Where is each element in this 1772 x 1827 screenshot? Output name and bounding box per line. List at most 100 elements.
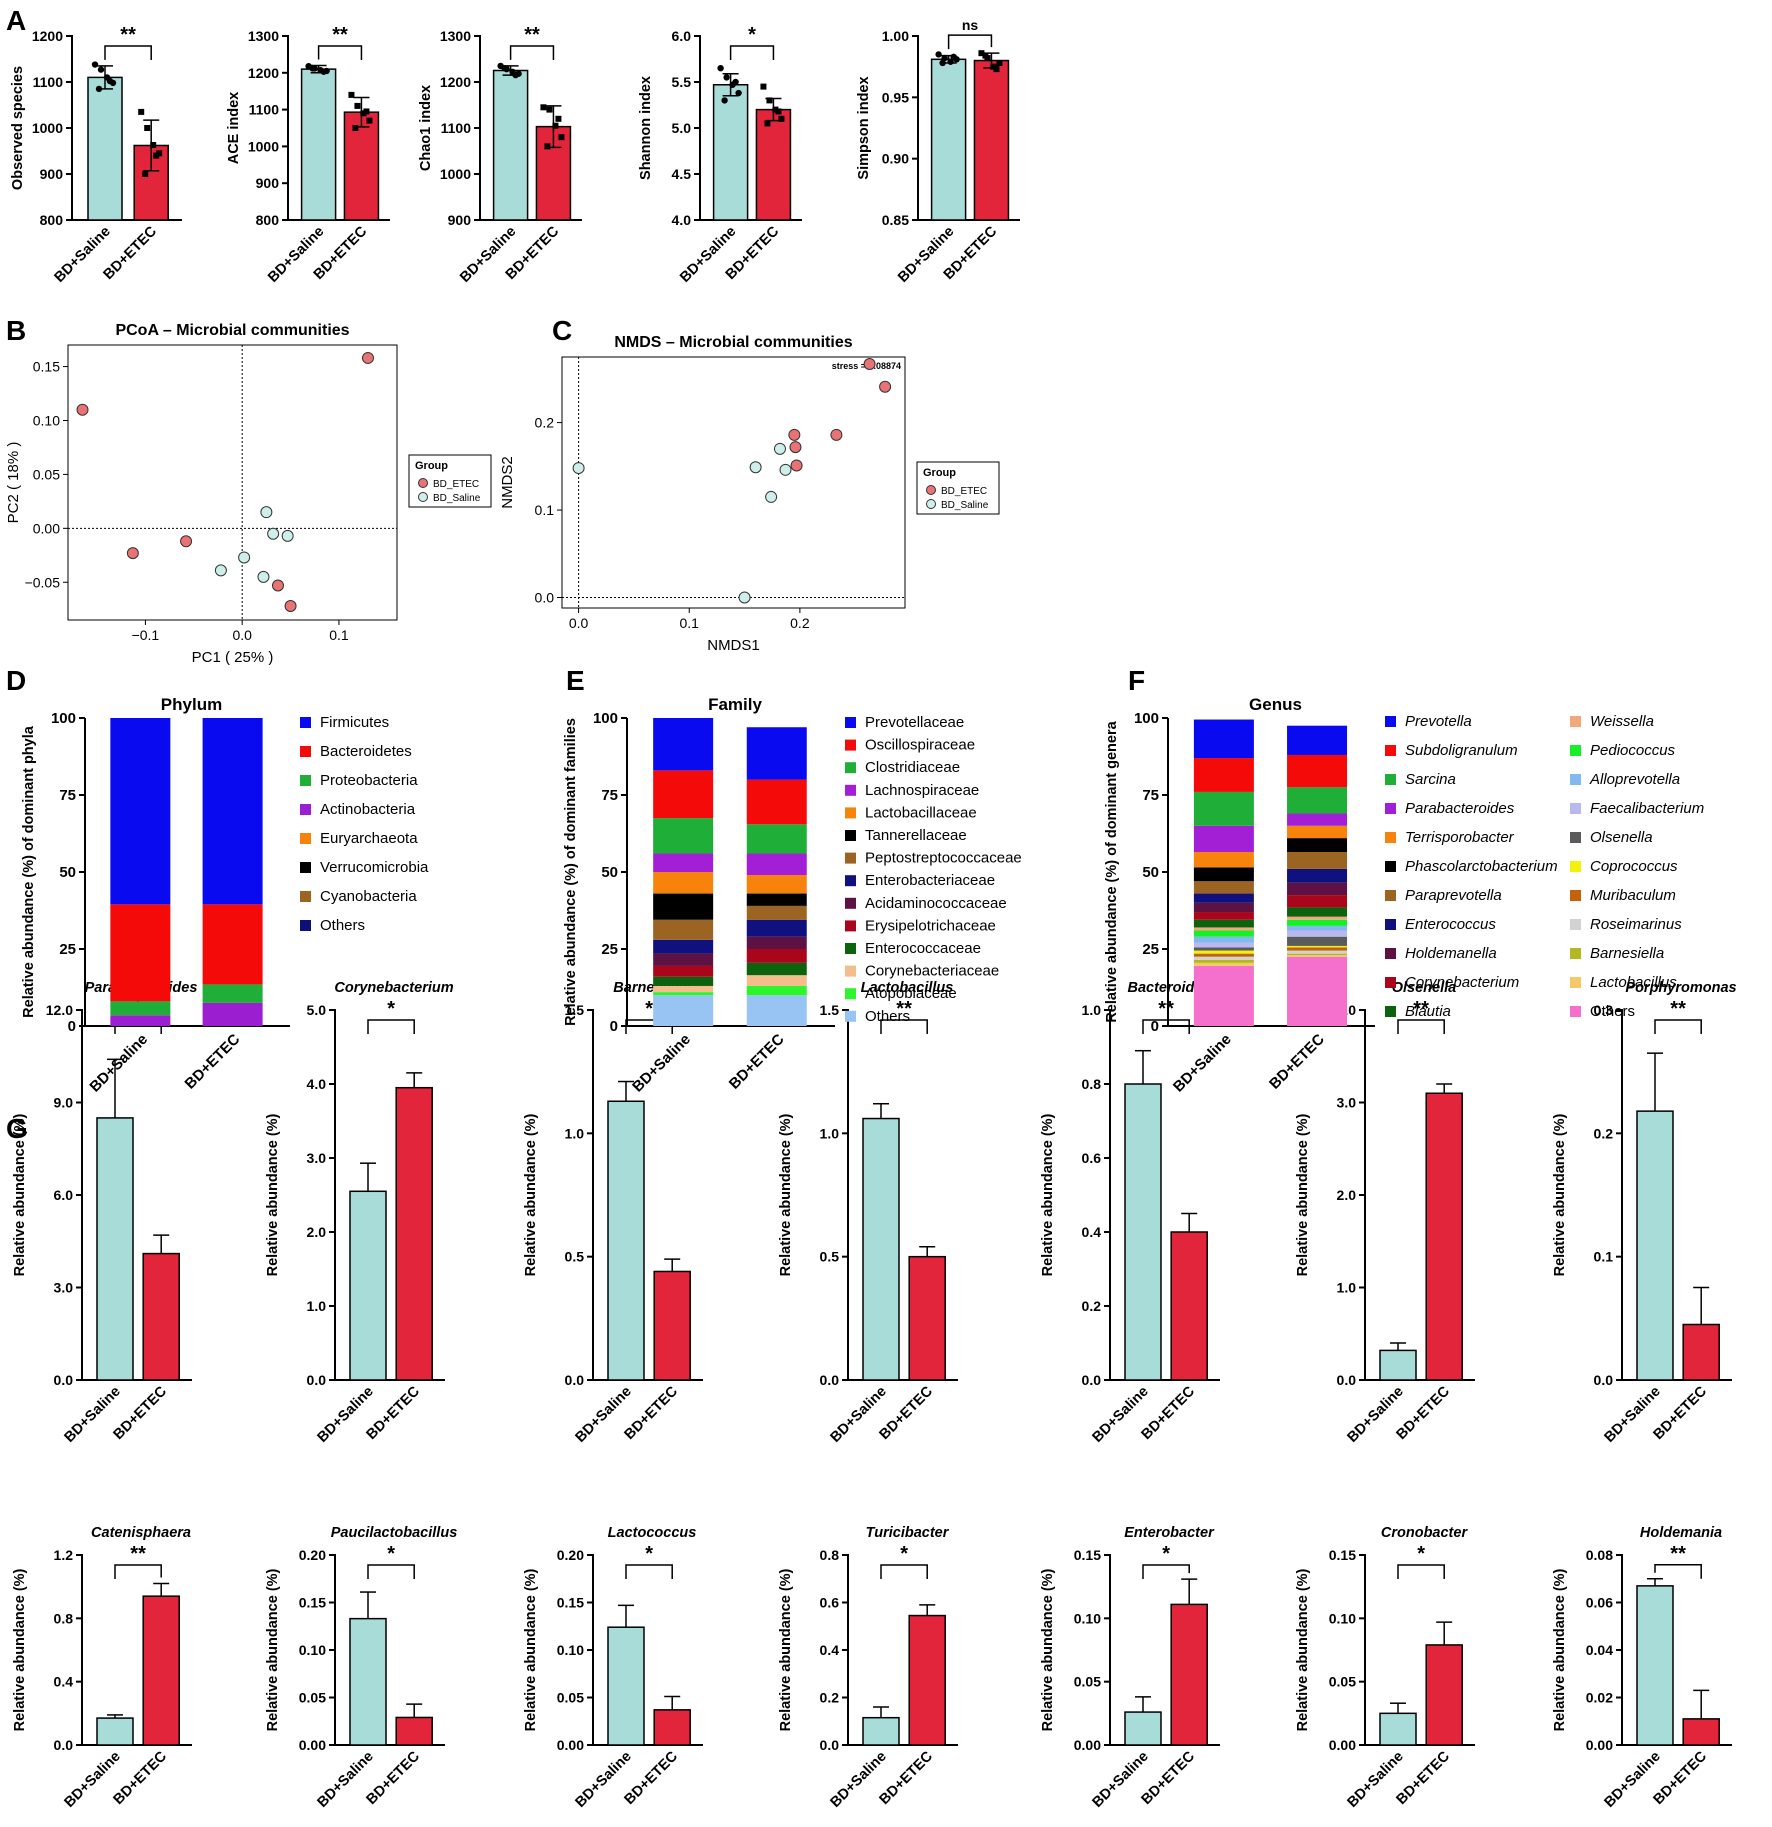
bar-etec	[908, 1614, 946, 1746]
data-point	[546, 106, 553, 113]
chart-title: Olsenella	[1392, 980, 1456, 996]
legend-swatch	[845, 988, 856, 1000]
legend-label: Alloprevotella	[1589, 771, 1680, 788]
stack-segment	[1193, 902, 1254, 913]
chart-title: Paucilactobacillus	[331, 1525, 458, 1541]
data-point	[764, 120, 771, 127]
significance-label: **	[1670, 1543, 1686, 1565]
y-tick-label: 50	[1142, 864, 1159, 881]
chart-title: Lactobacillus	[861, 980, 954, 996]
legend-swatch	[845, 897, 856, 909]
y-axis-label: Observed species	[10, 66, 26, 190]
legend-label: Atopobiaceae	[865, 985, 957, 1002]
significance-bracket	[367, 1019, 415, 1034]
bar-etec	[1682, 1718, 1720, 1746]
y-tick-label: 1200	[248, 65, 279, 81]
chart-title: Turicibacter	[866, 1525, 950, 1541]
stack-segment	[1287, 787, 1348, 814]
legend-label: Holdemanella	[1405, 945, 1497, 962]
bar-etec	[343, 111, 380, 221]
stack-segment	[1287, 754, 1348, 788]
stack-segment	[746, 905, 807, 920]
significance-label: **	[1670, 998, 1686, 1020]
stack-segment	[202, 718, 263, 905]
stack-segment	[1287, 950, 1348, 954]
significance-bracket	[104, 45, 152, 60]
legend-swatch	[1570, 919, 1581, 930]
bar-etec	[653, 1709, 691, 1746]
scatter-point	[879, 380, 892, 393]
y-tick-label: 6.0	[54, 1187, 74, 1203]
legend-swatch	[845, 875, 856, 887]
data-point	[366, 117, 373, 124]
legend-label: Lactobacillus	[1590, 974, 1677, 991]
legend-label: Tannerellaceae	[865, 827, 967, 844]
scatter-point	[126, 547, 139, 560]
stack-segment	[653, 939, 714, 954]
stack-segment	[746, 995, 807, 1026]
legend-label: Verrucomicrobia	[320, 859, 429, 876]
y-tick-label: 0.20	[299, 1547, 326, 1563]
y-tick-label: 0.2	[820, 1690, 840, 1706]
y-tick-label: 0.05	[557, 1690, 584, 1706]
scatter-point	[281, 529, 294, 542]
y-tick-label: 4.0	[672, 212, 692, 228]
y-tick-label: 0.10	[557, 1642, 584, 1658]
y-axis-label: Relative abundance (%)	[523, 1568, 539, 1731]
significance-bracket	[947, 34, 993, 50]
legend-label: Terrisporobacter	[1405, 829, 1515, 846]
legend-swatch	[845, 1010, 856, 1022]
y-tick-label: 1200	[440, 74, 471, 90]
significance-label: *	[900, 1543, 908, 1565]
y-tick-label: 75	[1142, 787, 1159, 804]
legend-label: Paraprevotella	[1405, 887, 1502, 904]
data-point	[732, 78, 739, 86]
y-tick-label: 0.00	[33, 520, 60, 536]
stack-segment	[653, 953, 714, 966]
chart-title: Porphyromonas	[1625, 980, 1736, 996]
stack-segment	[653, 995, 714, 1026]
y-axis-label: Relative abundance (%) of dominant famil…	[563, 718, 579, 1026]
scatter-point	[257, 570, 270, 583]
legend-swatch	[845, 830, 856, 841]
stack-segment	[202, 1002, 263, 1026]
legend-label: Pediococcus	[1590, 742, 1676, 759]
scatter-b: PCoA – Microbial communities −0.1 0.0 0.1 −0…	[5, 322, 492, 666]
data-point	[555, 115, 562, 122]
x-axis-label: PC1 ( 25% )	[192, 649, 274, 666]
y-tick-label: 0	[1151, 1018, 1159, 1035]
y-tick-label: 0.2	[1082, 1298, 1102, 1314]
legend-label: Muribaculum	[1590, 887, 1676, 904]
stack-segment	[1287, 956, 1348, 1026]
bar-saline	[1124, 1711, 1162, 1746]
legend-swatch	[300, 891, 311, 902]
y-tick-label: 0.00	[1329, 1737, 1356, 1753]
bar-chart-g12: Enterobacter Relative abundance (%) 0.00 0.…	[1040, 1525, 1220, 1811]
chart-title: Genus	[1249, 695, 1302, 714]
y-axis-label: Relative abundance (%)	[778, 1113, 794, 1276]
legend-swatch	[1570, 977, 1581, 988]
legend-swatch	[845, 739, 856, 751]
x-tick-label: BD+ETEC	[726, 1031, 788, 1093]
stack-segment	[1287, 945, 1348, 948]
legend-label: Faecalibacterium	[1590, 800, 1704, 817]
bar-chart-g10: Lactococcus Relative abundance (%) 0.00 0.0…	[523, 1525, 703, 1811]
stack-segment	[110, 904, 171, 1002]
stack-segment	[653, 985, 714, 993]
bar-saline	[96, 1117, 134, 1381]
y-tick-label: 5.5	[672, 74, 692, 90]
y-tick-label: 0.15	[1329, 1547, 1356, 1563]
stack-segment	[1193, 950, 1254, 954]
legend-label: Prevotella	[1405, 713, 1472, 730]
stack-segment	[202, 904, 263, 985]
y-tick-label: 0.15	[299, 1595, 326, 1611]
stack-segment	[1193, 962, 1254, 966]
stack-segment	[1193, 959, 1254, 963]
chart-title: Lactococcus	[608, 1525, 697, 1541]
stack-segment	[1287, 916, 1348, 920]
legend-swatch	[1385, 919, 1396, 930]
y-tick-label: 6.0	[672, 28, 692, 44]
x-tick-label: BD+ETEC	[182, 1031, 244, 1093]
bar-saline	[349, 1190, 387, 1381]
bar-etec	[142, 1252, 180, 1381]
